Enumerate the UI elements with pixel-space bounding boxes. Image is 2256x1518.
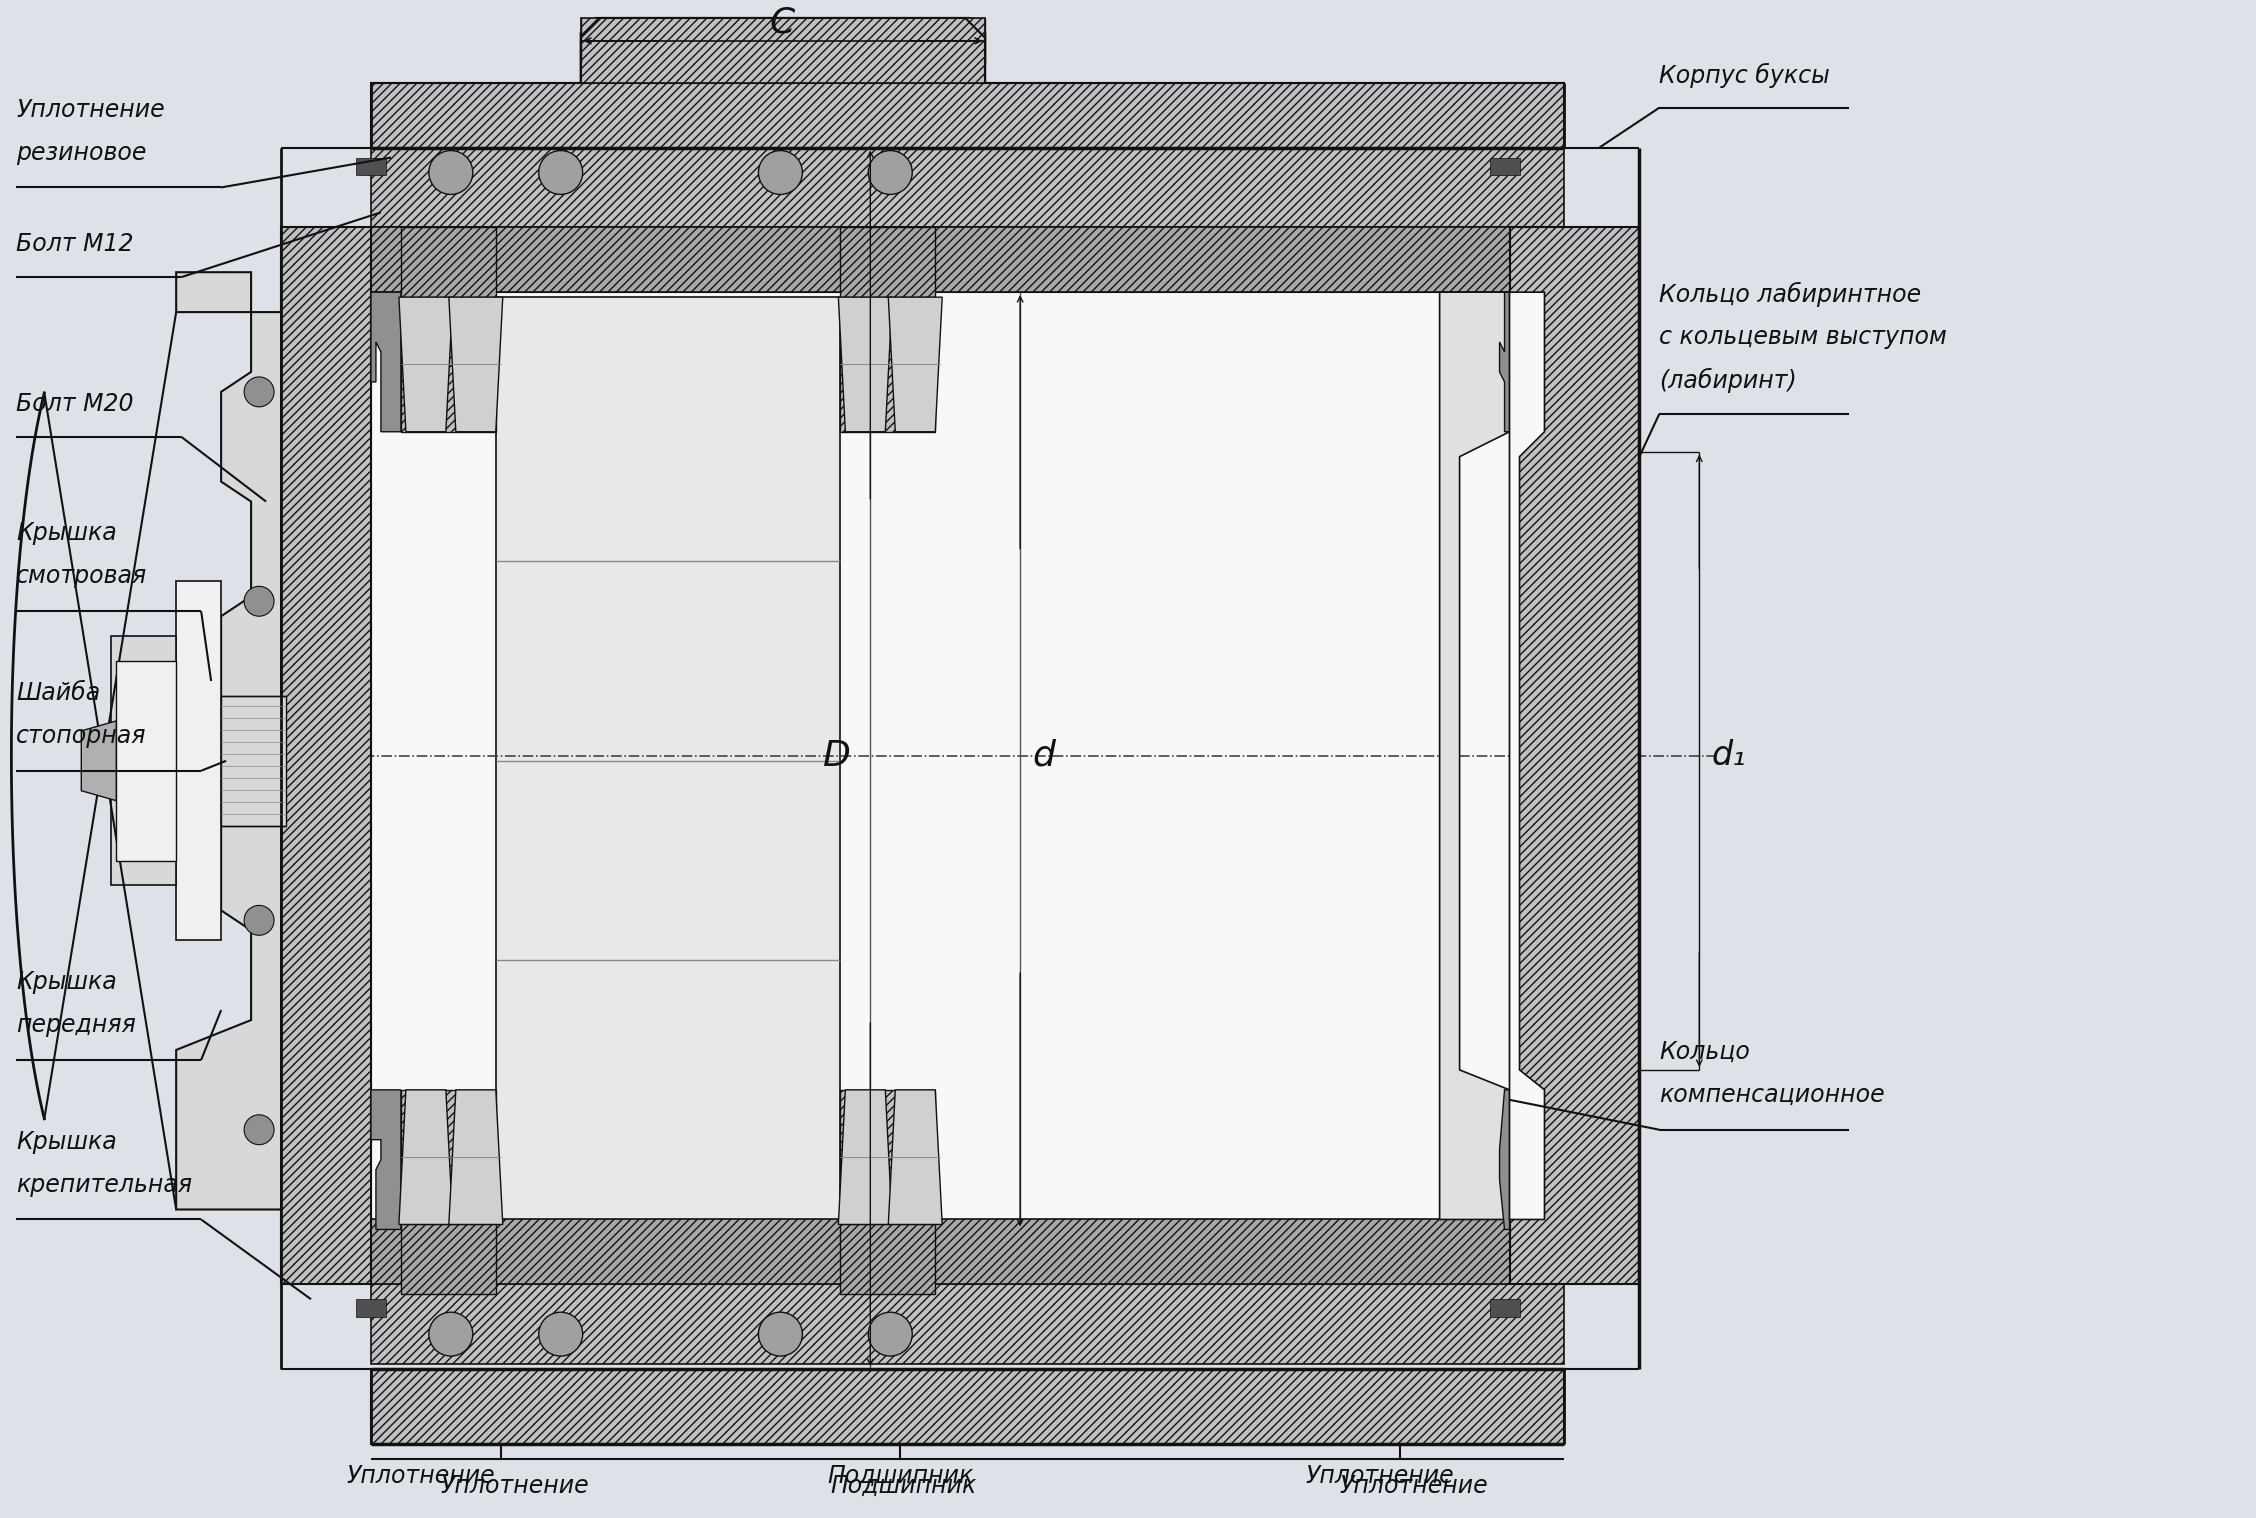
Text: Болт М20: Болт М20	[16, 392, 133, 416]
Polygon shape	[399, 1090, 453, 1225]
Text: с кольцевым выступом: с кольцевым выступом	[1660, 325, 1947, 349]
Polygon shape	[81, 721, 117, 800]
Text: Корпус буксы: Корпус буксы	[1660, 62, 1830, 88]
Text: Крышка: Крышка	[16, 1129, 117, 1154]
Bar	[370, 1284, 1563, 1365]
Circle shape	[429, 150, 474, 194]
Text: Подшипник: Подшипник	[828, 1463, 972, 1488]
Text: стопорная: стопорная	[16, 724, 147, 748]
Polygon shape	[1439, 291, 1509, 1219]
Bar	[356, 158, 386, 176]
Text: смотровая: смотровая	[16, 565, 147, 589]
Bar	[370, 147, 1563, 228]
Text: Уплотнение: Уплотнение	[347, 1463, 494, 1488]
Circle shape	[758, 150, 803, 194]
Circle shape	[429, 1312, 474, 1356]
Polygon shape	[1500, 291, 1509, 431]
Circle shape	[539, 1312, 582, 1356]
Bar	[1509, 228, 1640, 1284]
Circle shape	[758, 1312, 803, 1356]
Circle shape	[869, 150, 911, 194]
Text: Болт М12: Болт М12	[16, 232, 133, 257]
Text: компенсационное: компенсационное	[1660, 1082, 1886, 1107]
Polygon shape	[176, 272, 282, 1210]
Polygon shape	[399, 298, 453, 431]
Bar	[402, 1225, 496, 1295]
Polygon shape	[889, 1090, 943, 1225]
Bar	[580, 18, 986, 83]
Polygon shape	[1500, 1090, 1509, 1230]
Text: Уплотнение: Уплотнение	[440, 1474, 589, 1498]
Polygon shape	[117, 660, 176, 861]
Circle shape	[244, 1114, 273, 1145]
Bar	[370, 1219, 1563, 1284]
Text: d₁: d₁	[1712, 739, 1746, 773]
Bar	[221, 695, 287, 826]
Polygon shape	[839, 1090, 893, 1225]
Circle shape	[539, 150, 582, 194]
Text: (лабиринт): (лабиринт)	[1660, 367, 1798, 393]
Bar	[356, 1299, 386, 1318]
Bar	[1489, 158, 1521, 176]
Polygon shape	[839, 298, 893, 431]
Bar	[370, 1369, 1563, 1444]
Bar	[402, 1090, 496, 1225]
Polygon shape	[111, 636, 176, 885]
Text: Подшипник: Подшипник	[830, 1474, 977, 1498]
Polygon shape	[1509, 291, 1545, 1219]
Circle shape	[244, 586, 273, 616]
Text: Уплотнение: Уплотнение	[16, 97, 165, 121]
Text: C: C	[769, 6, 794, 39]
Polygon shape	[449, 298, 503, 431]
Bar	[1489, 1299, 1521, 1318]
Circle shape	[244, 905, 273, 935]
Text: d: d	[1031, 739, 1056, 773]
Bar	[402, 228, 496, 298]
Text: Крышка: Крышка	[16, 970, 117, 994]
Text: передняя: передняя	[16, 1013, 135, 1037]
Bar	[370, 228, 1563, 291]
Bar	[1509, 228, 1640, 1284]
Polygon shape	[449, 1090, 503, 1225]
Circle shape	[869, 1312, 911, 1356]
Text: Уплотнение: Уплотнение	[1340, 1474, 1489, 1498]
Circle shape	[244, 376, 273, 407]
Text: крепительная: крепительная	[16, 1172, 192, 1196]
Text: Шайба: Шайба	[16, 682, 102, 704]
Bar	[370, 291, 1509, 1230]
Text: D: D	[823, 739, 851, 773]
Polygon shape	[580, 18, 986, 83]
Text: Кольцо лабиринтное: Кольцо лабиринтное	[1660, 282, 1922, 307]
Bar	[839, 1225, 936, 1295]
Text: Кольцо: Кольцо	[1660, 1040, 1751, 1064]
Text: Уплотнение: Уплотнение	[1306, 1463, 1455, 1488]
Polygon shape	[176, 581, 221, 940]
Bar	[496, 298, 839, 1234]
Bar	[839, 298, 936, 431]
Polygon shape	[370, 291, 402, 431]
Polygon shape	[889, 298, 943, 431]
Bar	[402, 298, 496, 431]
Bar	[282, 228, 370, 1284]
Bar	[839, 1090, 936, 1225]
Bar	[839, 228, 936, 298]
Text: резиновое: резиновое	[16, 141, 147, 164]
Bar	[370, 83, 1563, 147]
Polygon shape	[370, 1090, 402, 1230]
Bar	[282, 228, 370, 1284]
Text: Крышка: Крышка	[16, 522, 117, 545]
